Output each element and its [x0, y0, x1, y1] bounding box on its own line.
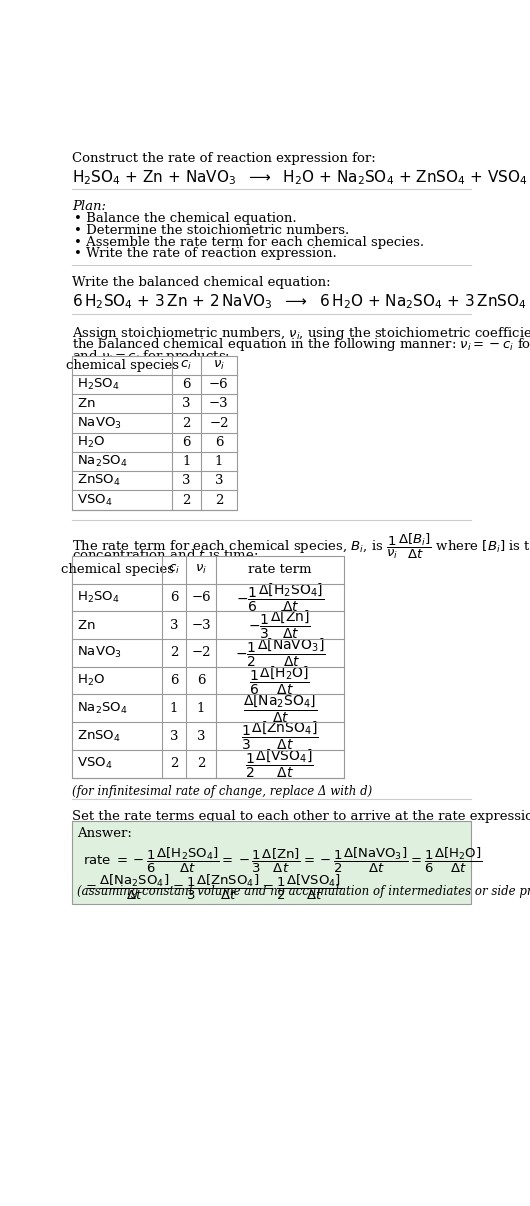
Text: 2: 2: [170, 757, 178, 771]
Text: $\mathrm{ZnSO_4}$: $\mathrm{ZnSO_4}$: [77, 473, 121, 488]
Text: $-\dfrac{1}{6}\dfrac{\Delta[\mathrm{H_2SO_4}]}{\Delta t}$: $-\dfrac{1}{6}\dfrac{\Delta[\mathrm{H_2S…: [236, 581, 324, 614]
Text: (assuming constant volume and no accumulation of intermediates or side products): (assuming constant volume and no accumul…: [77, 885, 530, 897]
Text: −3: −3: [209, 397, 229, 410]
Text: Write the balanced chemical equation:: Write the balanced chemical equation:: [73, 276, 331, 288]
Text: the balanced chemical equation in the following manner: $\nu_i = -c_i$ for react: the balanced chemical equation in the fo…: [73, 336, 530, 353]
Text: −6: −6: [209, 377, 229, 391]
Text: −3: −3: [191, 619, 211, 632]
Text: Plan:: Plan:: [73, 200, 107, 213]
Text: 6: 6: [170, 591, 178, 604]
Text: $6\,\mathrm{H_2SO_4}$ $+$ $3\,\mathrm{Zn}$ $+$ $2\,\mathrm{NaVO_3}$  $\longright: $6\,\mathrm{H_2SO_4}$ $+$ $3\,\mathrm{Zn…: [73, 293, 530, 311]
Text: $\mathrm{VSO_4}$: $\mathrm{VSO_4}$: [77, 492, 112, 508]
Text: 6: 6: [170, 674, 178, 687]
Text: $\dfrac{1}{2}\dfrac{\Delta[\mathrm{VSO_4}]}{\Delta t}$: $\dfrac{1}{2}\dfrac{\Delta[\mathrm{VSO_4…: [245, 748, 314, 780]
Text: 3: 3: [182, 397, 191, 410]
Text: $c_i$: $c_i$: [181, 358, 192, 371]
Text: concentration and $t$ is time:: concentration and $t$ is time:: [73, 549, 259, 562]
Text: Construct the rate of reaction expression for:: Construct the rate of reaction expressio…: [73, 152, 376, 165]
Text: rate $= -\dfrac{1}{6}\dfrac{\Delta[\mathrm{H_2SO_4}]}{\Delta t} = -\dfrac{1}{3}\: rate $= -\dfrac{1}{6}\dfrac{\Delta[\math…: [83, 845, 483, 874]
Text: 2: 2: [182, 416, 191, 429]
Text: (for infinitesimal rate of change, replace Δ with d): (for infinitesimal rate of change, repla…: [73, 785, 373, 798]
Text: $\mathrm{Na_2SO_4}$: $\mathrm{Na_2SO_4}$: [77, 453, 128, 469]
Text: $\dfrac{1}{3}\dfrac{\Delta[\mathrm{ZnSO_4}]}{\Delta t}$: $\dfrac{1}{3}\dfrac{\Delta[\mathrm{ZnSO_…: [241, 720, 319, 753]
Text: $\mathrm{H_2SO_4}$: $\mathrm{H_2SO_4}$: [77, 590, 120, 605]
Text: −2: −2: [191, 646, 211, 660]
Text: $\nu_i$: $\nu_i$: [213, 358, 225, 371]
Bar: [73, 821, 471, 904]
Text: $\mathrm{H_2SO_4}$: $\mathrm{H_2SO_4}$: [77, 377, 120, 392]
Text: $\mathrm{VSO_4}$: $\mathrm{VSO_4}$: [77, 756, 112, 772]
Text: $\mathrm{H_2O}$: $\mathrm{H_2O}$: [77, 673, 105, 689]
Text: • Balance the chemical equation.: • Balance the chemical equation.: [74, 212, 297, 226]
Text: $\dfrac{\Delta[\mathrm{Na_2SO_4}]}{\Delta t}$: $\dfrac{\Delta[\mathrm{Na_2SO_4}]}{\Delt…: [243, 692, 317, 725]
Text: 6: 6: [182, 377, 191, 391]
Text: 2: 2: [182, 493, 191, 507]
Text: 3: 3: [197, 730, 205, 743]
Text: 6: 6: [182, 435, 191, 449]
Text: $\mathrm{ZnSO_4}$: $\mathrm{ZnSO_4}$: [77, 728, 121, 744]
Text: rate term: rate term: [248, 563, 312, 576]
Text: 2: 2: [170, 646, 178, 660]
Text: $\mathrm{H_2SO_4}$ $+$ $\mathrm{Zn}$ $+$ $\mathrm{NaVO_3}$  $\longrightarrow$  $: $\mathrm{H_2SO_4}$ $+$ $\mathrm{Zn}$ $+$…: [73, 168, 528, 187]
Text: chemical species: chemical species: [66, 359, 179, 371]
Text: $c_i$: $c_i$: [168, 563, 180, 576]
Text: $\dfrac{1}{6}\dfrac{\Delta[\mathrm{H_2O}]}{\Delta t}$: $\dfrac{1}{6}\dfrac{\Delta[\mathrm{H_2O}…: [249, 665, 310, 697]
Text: $\mathrm{Zn}$: $\mathrm{Zn}$: [77, 619, 95, 632]
Text: 1: 1: [215, 455, 223, 468]
Text: $\mathrm{NaVO_3}$: $\mathrm{NaVO_3}$: [77, 645, 122, 661]
Text: $-\dfrac{1}{3}\dfrac{\Delta[\mathrm{Zn}]}{\Delta t}$: $-\dfrac{1}{3}\dfrac{\Delta[\mathrm{Zn}]…: [249, 609, 311, 642]
Text: −6: −6: [191, 591, 211, 604]
Bar: [73, 356, 237, 510]
Text: 6: 6: [215, 435, 223, 449]
Text: The rate term for each chemical species, $B_i$, is $\dfrac{1}{\nu_i}\dfrac{\Delt: The rate term for each chemical species,…: [73, 532, 530, 561]
Text: 3: 3: [170, 730, 178, 743]
Text: 1: 1: [170, 702, 178, 715]
Text: 3: 3: [182, 474, 191, 487]
Text: • Determine the stoichiometric numbers.: • Determine the stoichiometric numbers.: [74, 224, 349, 238]
Text: chemical species: chemical species: [60, 563, 173, 576]
Text: 3: 3: [170, 619, 178, 632]
Text: $\mathrm{Na_2SO_4}$: $\mathrm{Na_2SO_4}$: [77, 701, 128, 716]
Text: $\nu_i$: $\nu_i$: [195, 563, 207, 576]
Text: 3: 3: [215, 474, 223, 487]
Text: 2: 2: [197, 757, 205, 771]
Text: $= \dfrac{\Delta[\mathrm{Na_2SO_4}]}{\Delta t} = \dfrac{1}{3}\dfrac{\Delta[\math: $= \dfrac{\Delta[\mathrm{Na_2SO_4}]}{\De…: [83, 873, 342, 902]
Text: • Assemble the rate term for each chemical species.: • Assemble the rate term for each chemic…: [74, 235, 424, 248]
Text: $\mathrm{NaVO_3}$: $\mathrm{NaVO_3}$: [77, 416, 122, 431]
Text: 6: 6: [197, 674, 205, 687]
Text: 1: 1: [197, 702, 205, 715]
Text: −2: −2: [209, 416, 228, 429]
Text: $\mathrm{H_2O}$: $\mathrm{H_2O}$: [77, 435, 105, 450]
Bar: [73, 556, 343, 778]
Text: 2: 2: [215, 493, 223, 507]
Text: Assign stoichiometric numbers, $\nu_i$, using the stoichiometric coefficients, $: Assign stoichiometric numbers, $\nu_i$, …: [73, 324, 530, 341]
Text: Answer:: Answer:: [77, 827, 132, 839]
Text: 1: 1: [182, 455, 191, 468]
Text: $\mathrm{Zn}$: $\mathrm{Zn}$: [77, 397, 95, 410]
Text: Set the rate terms equal to each other to arrive at the rate expression:: Set the rate terms equal to each other t…: [73, 810, 530, 822]
Text: and $\nu_i = c_i$ for products:: and $\nu_i = c_i$ for products:: [73, 349, 231, 365]
Text: • Write the rate of reaction expression.: • Write the rate of reaction expression.: [74, 247, 337, 260]
Text: $-\dfrac{1}{2}\dfrac{\Delta[\mathrm{NaVO_3}]}{\Delta t}$: $-\dfrac{1}{2}\dfrac{\Delta[\mathrm{NaVO…: [234, 637, 325, 669]
